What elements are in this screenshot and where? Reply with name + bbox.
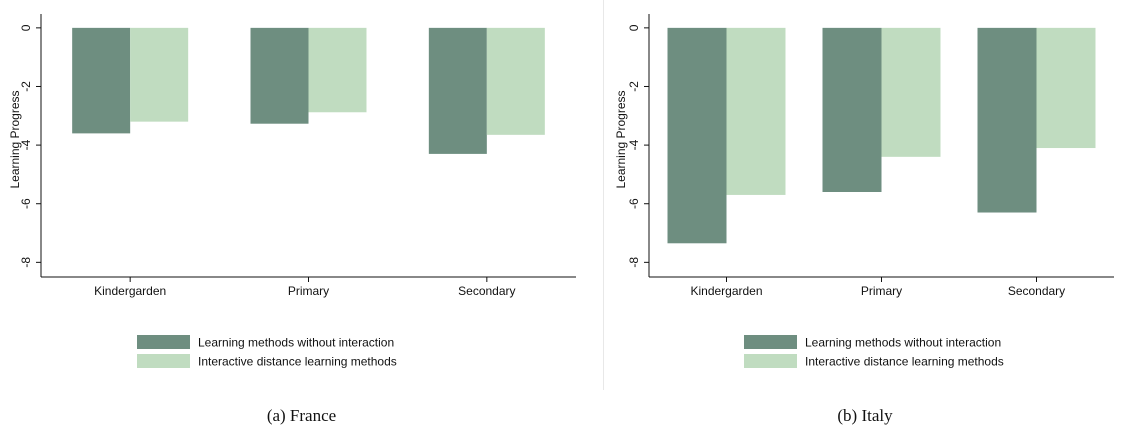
- y-tick-label: -6: [627, 198, 641, 209]
- y-tick-label: -2: [19, 81, 33, 92]
- panel-divider: [603, 0, 604, 390]
- y-tick-label: -2: [627, 81, 641, 92]
- legend-label-interactive: Interactive distance learning methods: [198, 355, 397, 369]
- caption-italy: (b) Italy: [837, 406, 893, 425]
- chart-panel-france: Kindergarden Primary Secondary 0 -2 -4 -6 -8 Lea…: [0, 0, 603, 390]
- bar-interactive-secondary: [1036, 27, 1096, 149]
- x-tick-label: Kindergarden: [94, 284, 166, 298]
- chart-italy: Kindergarden Primary Secondary 0 -2 -4 -6 -8 Lea…: [614, 14, 1114, 369]
- y-axis-title: Learning Progress: [614, 90, 628, 188]
- bar-without-interaction-primary: [250, 27, 309, 124]
- x-tick-label: Kindergarden: [690, 284, 762, 298]
- bar-interactive-kindergarden: [726, 27, 786, 195]
- bar-interactive-secondary: [486, 27, 545, 135]
- bar-without-interaction-secondary: [977, 27, 1037, 213]
- y-tick-label: 0: [627, 24, 641, 31]
- bar-without-interaction-kindergarden: [72, 27, 131, 134]
- legend-label-without-interaction: Learning methods without interaction: [198, 336, 394, 350]
- legend-swatch-interactive: [137, 354, 190, 368]
- x-tick-label: Primary: [288, 284, 329, 298]
- y-tick-label: -8: [19, 257, 33, 268]
- bar-interactive-primary: [308, 27, 367, 113]
- x-tick-label: Secondary: [1008, 284, 1065, 298]
- x-tick-label: Secondary: [458, 284, 515, 298]
- y-tick-label: -4: [19, 139, 33, 150]
- chart-france: Kindergarden Primary Secondary 0 -2 -4 -6 -8 Lea…: [8, 14, 576, 369]
- y-tick-label: -4: [627, 139, 641, 150]
- bar-without-interaction-kindergarden: [667, 27, 727, 244]
- bar-without-interaction-secondary: [428, 27, 487, 154]
- bar-without-interaction-primary: [822, 27, 882, 193]
- legend-label-without-interaction: Learning methods without interaction: [805, 336, 1001, 350]
- legend-swatch-interactive: [744, 354, 797, 368]
- chart-panel-italy: Kindergarden Primary Secondary 0 -2 -4 -6 -8 Lea…: [604, 0, 1126, 390]
- bar-interactive-primary: [881, 27, 941, 157]
- y-tick-label: -6: [19, 198, 33, 209]
- legend-label-interactive: Interactive distance learning methods: [805, 355, 1004, 369]
- legend-swatch-without-interaction: [137, 335, 190, 349]
- bar-interactive-kindergarden: [130, 27, 189, 122]
- y-tick-label: -8: [627, 257, 641, 268]
- y-axis-title: Learning Progress: [8, 90, 22, 188]
- legend-swatch-without-interaction: [744, 335, 797, 349]
- caption-france: (a) France: [266, 406, 337, 425]
- x-tick-label: Primary: [861, 284, 902, 298]
- y-tick-label: 0: [19, 24, 33, 31]
